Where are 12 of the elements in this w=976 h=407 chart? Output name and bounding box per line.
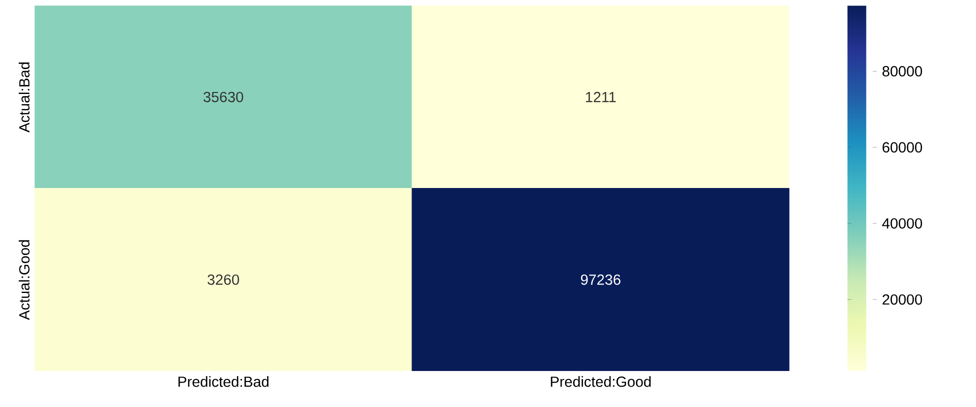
color-bar-label: 80000	[882, 66, 922, 76]
y-tick-label: Actual:Good	[18, 240, 30, 320]
color-bar-label: 40000	[882, 218, 922, 229]
color-bar-label: 20000	[882, 294, 922, 305]
data-label: 97236	[580, 274, 620, 285]
y-tick-label: Actual:Bad	[18, 62, 30, 132]
x-tick-label: Predicted:Good	[550, 376, 651, 387]
data-label: 35630	[204, 92, 244, 102]
color-bar-label: 60000	[882, 142, 922, 153]
x-tick-label: Predicted:Bad	[178, 376, 268, 387]
data-label: 3260	[208, 274, 240, 285]
data-label: 1211	[586, 92, 616, 102]
